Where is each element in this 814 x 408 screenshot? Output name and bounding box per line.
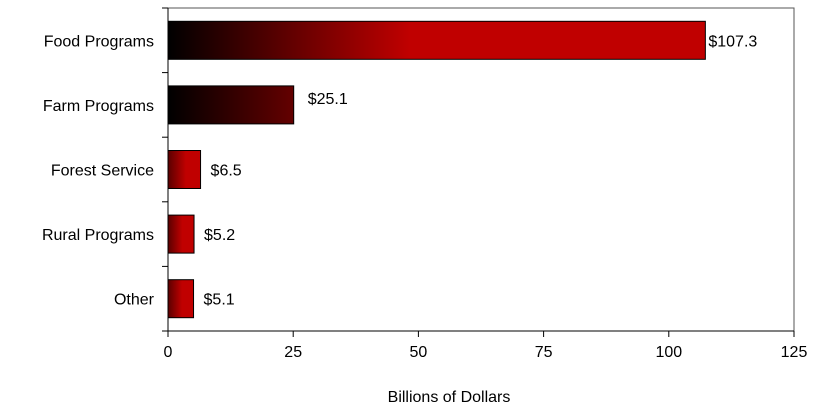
value-labels: $107.3 $25.1 $6.5 $5.2 $5.1 bbox=[204, 33, 758, 308]
category-label: Other bbox=[114, 292, 155, 309]
x-tick-label: 0 bbox=[164, 344, 173, 361]
value-label: $107.3 bbox=[708, 33, 757, 50]
category-label: Forest Service bbox=[51, 163, 154, 180]
bar-food-programs bbox=[167, 20, 706, 60]
bar-farm-programs bbox=[167, 85, 295, 125]
bar-rural-programs bbox=[167, 214, 195, 254]
bar-forest-service bbox=[167, 150, 202, 189]
value-label: $6.5 bbox=[211, 163, 242, 180]
value-label: $25.1 bbox=[308, 91, 348, 108]
category-label: Rural Programs bbox=[42, 227, 154, 244]
x-tick-label: 50 bbox=[410, 344, 428, 361]
x-tick-label: 100 bbox=[655, 344, 682, 361]
bars-group bbox=[167, 20, 706, 319]
bar-other bbox=[167, 279, 195, 319]
x-tick-label: 75 bbox=[535, 344, 553, 361]
category-label: Food Programs bbox=[44, 33, 154, 50]
x-tick-label: 25 bbox=[284, 344, 302, 361]
category-labels: Food Programs Farm Programs Forest Service… bbox=[42, 33, 155, 308]
value-label: $5.1 bbox=[204, 292, 235, 309]
x-axis-title: Billions of Dollars bbox=[388, 389, 511, 406]
value-label: $5.2 bbox=[204, 227, 235, 244]
axes-group: 0 25 50 75 100 125 bbox=[162, 7, 808, 361]
plot-frame bbox=[167, 7, 795, 332]
x-tick-label: 125 bbox=[781, 344, 808, 361]
category-label: Farm Programs bbox=[43, 98, 154, 115]
